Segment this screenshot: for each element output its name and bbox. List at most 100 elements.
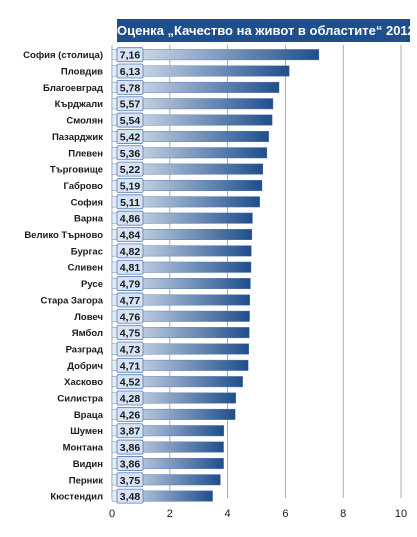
data-label-box <box>116 47 144 63</box>
data-label: 4,86 <box>120 213 141 225</box>
category-label: Монтана <box>63 443 104 454</box>
category-label: Кърджали <box>55 99 103 110</box>
data-label-box <box>116 406 144 422</box>
data-label: 3,86 <box>120 442 141 454</box>
bar <box>111 114 273 126</box>
category-label: Плевен <box>68 148 103 159</box>
category-label: София (столица) <box>23 50 103 61</box>
data-label: 3,75 <box>120 475 141 487</box>
data-label: 4,52 <box>120 377 141 389</box>
bar <box>111 261 252 273</box>
bar <box>111 457 224 469</box>
bar <box>111 490 213 502</box>
data-label: 5,22 <box>120 164 141 176</box>
category-label: Търговище <box>50 165 103 176</box>
value-labels: 7,16 6,13 5,78 5,57 5,54 5,42 5,36 5,22 5,19 5,11… <box>116 47 144 504</box>
data-label-box <box>116 439 144 455</box>
data-label: 3,86 <box>120 458 141 470</box>
data-label: 5,78 <box>120 82 141 94</box>
bar <box>111 359 249 371</box>
data-label-box <box>116 456 144 471</box>
category-label: Добрич <box>67 361 103 372</box>
category-label: Велико Търново <box>24 230 103 241</box>
data-label: 4,79 <box>120 279 141 291</box>
data-label-box <box>116 423 144 439</box>
data-label: 5,54 <box>120 115 141 127</box>
data-label: 4,77 <box>120 295 141 307</box>
data-label-box <box>116 161 144 177</box>
data-label-box <box>116 243 144 259</box>
category-label: Перник <box>69 475 103 486</box>
bar <box>111 278 251 290</box>
data-label-box <box>116 292 144 308</box>
data-label: 4,81 <box>120 262 141 274</box>
data-label: 7,16 <box>120 50 141 62</box>
bar <box>111 65 290 77</box>
data-label: 4,75 <box>120 328 141 340</box>
data-label: 6,13 <box>120 66 141 78</box>
category-label: Разград <box>66 344 103 355</box>
data-label: 4,73 <box>120 344 141 356</box>
bar <box>111 98 274 110</box>
data-label-box <box>116 63 144 79</box>
bar <box>111 376 243 388</box>
data-label: 4,28 <box>120 393 141 405</box>
bar <box>111 81 280 93</box>
data-label: 3,48 <box>120 491 141 503</box>
category-label: София <box>71 197 103 208</box>
category-label: Хасково <box>64 377 103 388</box>
data-label-box <box>116 259 144 275</box>
category-label: Кюстендил <box>50 492 103 503</box>
data-label: 5,36 <box>120 148 141 160</box>
data-label-box <box>116 325 144 341</box>
category-label: Пазарджик <box>52 132 103 143</box>
data-label: 5,19 <box>120 180 141 192</box>
bar <box>111 294 251 306</box>
category-label: Сливен <box>68 263 104 274</box>
category-label: Враца <box>74 410 104 421</box>
bar <box>111 245 252 257</box>
data-label: 4,82 <box>120 246 141 258</box>
data-label: 4,71 <box>120 360 141 372</box>
x-tick-labels: 0 2 4 6 8 10 <box>109 508 407 520</box>
data-label-box <box>116 178 144 193</box>
chart-title: Оценка „Качество на живот в областите“ 2… <box>117 19 415 42</box>
category-label: Бургас <box>71 246 103 257</box>
data-label-box <box>116 145 144 161</box>
category-label: Видин <box>73 459 104 470</box>
data-label-box <box>116 194 144 210</box>
data-label-box <box>116 276 144 291</box>
x-tick-label: 8 <box>340 508 346 520</box>
x-tick-label: 10 <box>395 508 407 520</box>
data-label-box <box>116 308 144 324</box>
bar <box>111 229 253 240</box>
bar <box>111 130 269 142</box>
bar <box>111 196 260 208</box>
bar <box>111 441 224 453</box>
data-label-box <box>116 96 144 112</box>
category-label: Благоевград <box>43 83 103 94</box>
x-tick-label: 6 <box>282 508 288 520</box>
category-label: Стара Загора <box>41 295 104 306</box>
bar <box>111 392 236 404</box>
data-label-box <box>116 79 144 95</box>
category-label: Ямбол <box>72 328 103 339</box>
bar <box>111 343 249 355</box>
category-label: Ловеч <box>74 312 103 323</box>
bar <box>111 163 264 175</box>
category-label: Варна <box>74 214 104 225</box>
bar <box>111 327 250 339</box>
data-label: 4,84 <box>120 230 141 242</box>
bar <box>111 408 236 420</box>
category-label: Шумен <box>70 426 103 437</box>
x-tick-label: 2 <box>167 508 173 520</box>
data-label-box <box>116 210 144 226</box>
data-label: 3,87 <box>120 426 141 438</box>
data-label: 4,26 <box>120 409 141 421</box>
data-label-box <box>116 129 144 144</box>
data-label-box <box>116 472 144 488</box>
bar <box>111 212 253 224</box>
data-label-box <box>116 488 144 504</box>
data-label: 5,57 <box>120 99 141 111</box>
